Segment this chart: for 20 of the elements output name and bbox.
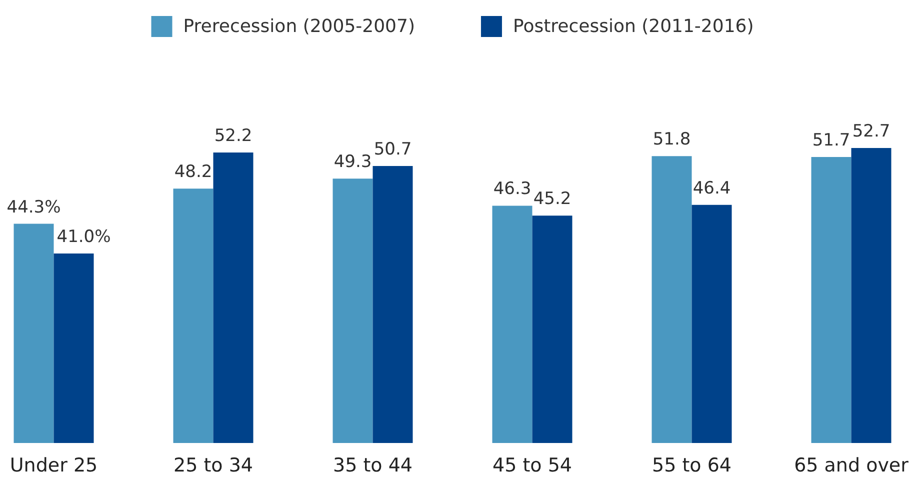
data-label: 46.3 [493, 179, 532, 200]
data-label: 51.8 [652, 130, 691, 150]
legend-label: Prerecession (2005-2007) [183, 16, 415, 37]
x-tick-label: 25 to 34 [173, 454, 254, 476]
legend-label: Postrecession (2011-2016) [512, 16, 754, 37]
data-label: 45.2 [533, 189, 572, 210]
data-label: 48.2 [174, 162, 212, 182]
data-label: 52.2 [214, 126, 252, 146]
x-tick-label: 45 to 54 [492, 454, 572, 476]
x-tick-label: 35 to 44 [332, 454, 413, 476]
data-label: 46.4 [692, 178, 731, 198]
data-label: 52.7 [852, 122, 890, 142]
data-label: 51.7 [812, 130, 850, 151]
data-label: 44.3% [6, 197, 61, 218]
data-label: 50.7 [374, 140, 412, 160]
x-tick-label: Under 25 [10, 454, 98, 476]
x-tick-label: 65 and over [794, 454, 909, 476]
x-tick-label: 55 to 64 [652, 454, 732, 476]
data-label: 41.0% [56, 227, 111, 248]
data-label: 49.3 [334, 152, 372, 172]
